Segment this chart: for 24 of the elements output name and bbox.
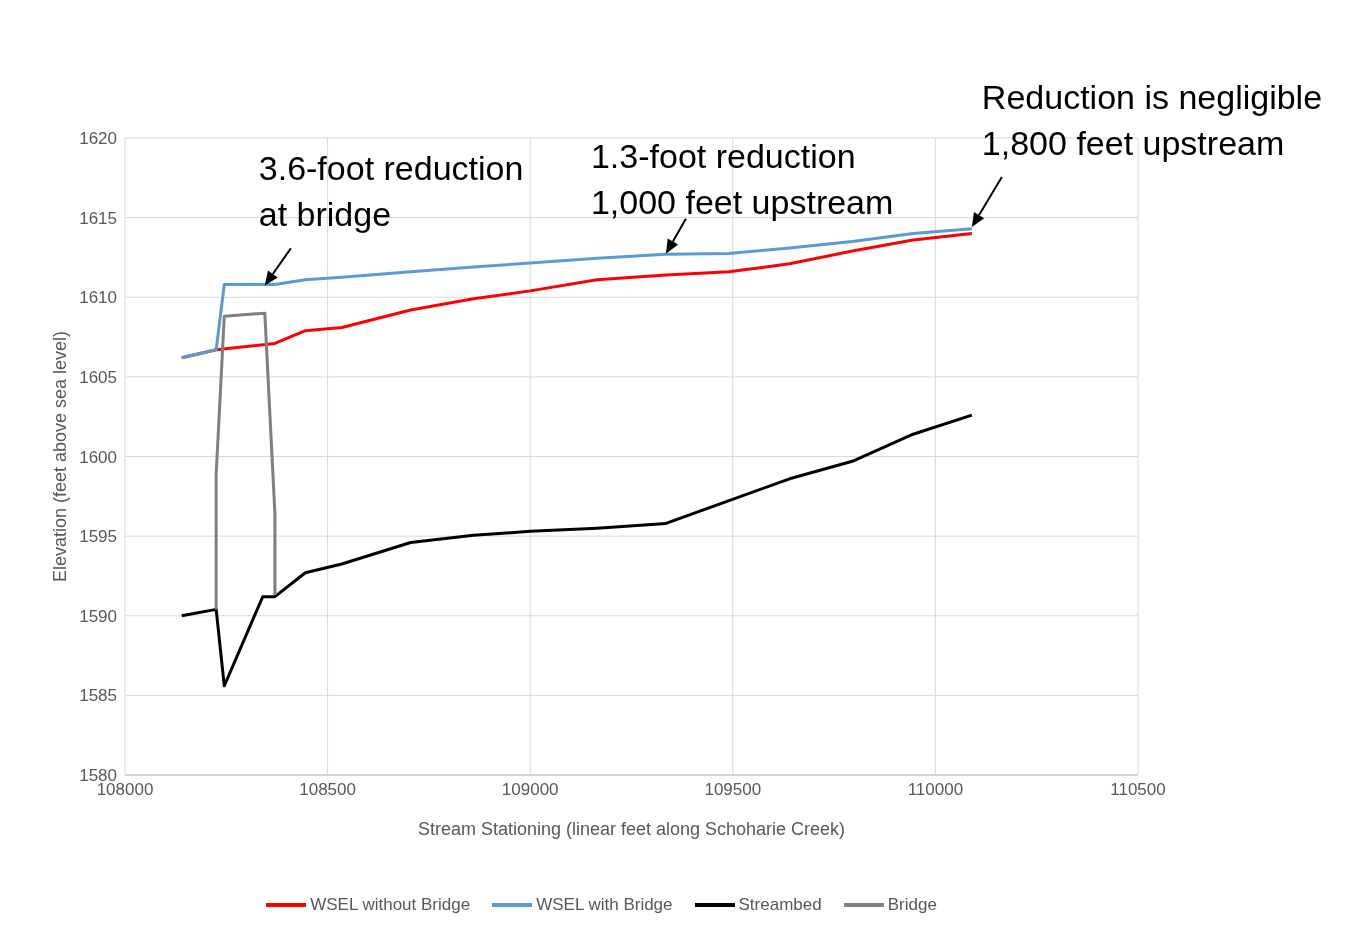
y-tick-label: 1610 [79,288,117,308]
x-tick-label: 109500 [704,780,762,800]
legend-label: WSEL with Bridge [536,895,673,915]
annotation: Reduction is negligible 1,800 feet upstream [981,78,1323,163]
y-tick-label: 1620 [79,129,117,149]
line-series [214,311,277,611]
y-axis-title: Elevation (feet above sea level) [50,330,71,583]
y-tick-label: 1585 [79,686,117,706]
x-tick-label: 108500 [299,780,356,800]
line-series [180,413,974,688]
legend-label: Bridge [887,895,937,915]
y-tick-label: 1615 [79,208,117,228]
x-axis-title: Stream Stationing (linear feet along Schoharie Creek) [417,819,846,839]
y-tick-label: 1600 [79,447,117,467]
x-tick-label: 110500 [1110,780,1166,800]
y-tick-label: 1590 [79,606,117,626]
legend-label: Streambed [738,895,822,915]
annotation: 3.6-foot reduction at bridge [258,149,524,234]
y-tick-label: 1595 [79,527,117,547]
legend-label: WSEL without Bridge [310,895,471,915]
x-tick-label: 110000 [907,780,964,800]
y-tick-label: 1605 [79,367,117,387]
annotation: 1.3-foot reduction 1,000 feet upstream [590,136,894,221]
x-tick-label: 109000 [501,780,559,800]
